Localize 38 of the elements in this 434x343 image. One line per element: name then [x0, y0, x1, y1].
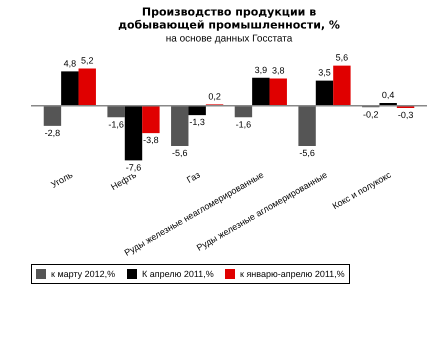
bar: [44, 106, 62, 126]
x-tick-label: Уголь: [49, 169, 75, 190]
data-label: -1,6: [108, 119, 124, 130]
bar: [107, 106, 125, 118]
chart-title: Производство продукции в добывающей промышленности, %: [118, 6, 340, 32]
bar: [188, 106, 206, 116]
data-label: -2,8: [44, 128, 60, 138]
bar: [333, 66, 351, 106]
bar: [171, 106, 188, 146]
data-label: 3,5: [318, 68, 331, 78]
data-label: -5,6: [299, 148, 315, 158]
chart-subtitle: на основе данных Госстата: [166, 34, 293, 45]
data-label: -1,6: [236, 119, 252, 130]
legend-label: К апрелю 2011,%: [142, 269, 214, 279]
bar: [252, 78, 270, 106]
legend-label: к январю-апрелю 2011,%: [240, 269, 345, 279]
data-label: 0,4: [382, 90, 394, 100]
data-label: 5,6: [336, 52, 348, 63]
data-label: 5,2: [80, 55, 94, 66]
data-label: 4,8: [64, 58, 76, 68]
bar: [316, 80, 334, 106]
bar: [298, 106, 316, 146]
bar: [270, 78, 287, 106]
bar: [234, 106, 252, 118]
bar: [61, 71, 79, 106]
data-label: 0,2: [208, 91, 221, 102]
data-label: -1,3: [189, 117, 205, 128]
legend-label: к марту 2012,%: [51, 269, 116, 279]
bar: [142, 106, 160, 134]
data-label: -7,6: [126, 162, 142, 172]
data-label: -3,8: [143, 135, 159, 146]
data-label: -5,6: [172, 148, 188, 158]
data-label: 3,8: [272, 66, 284, 76]
data-label: -0,2: [363, 109, 379, 120]
bar: [78, 68, 96, 106]
bar: [124, 106, 142, 160]
data-label: 3,9: [254, 64, 268, 75]
data-label: -0,3: [398, 110, 414, 120]
